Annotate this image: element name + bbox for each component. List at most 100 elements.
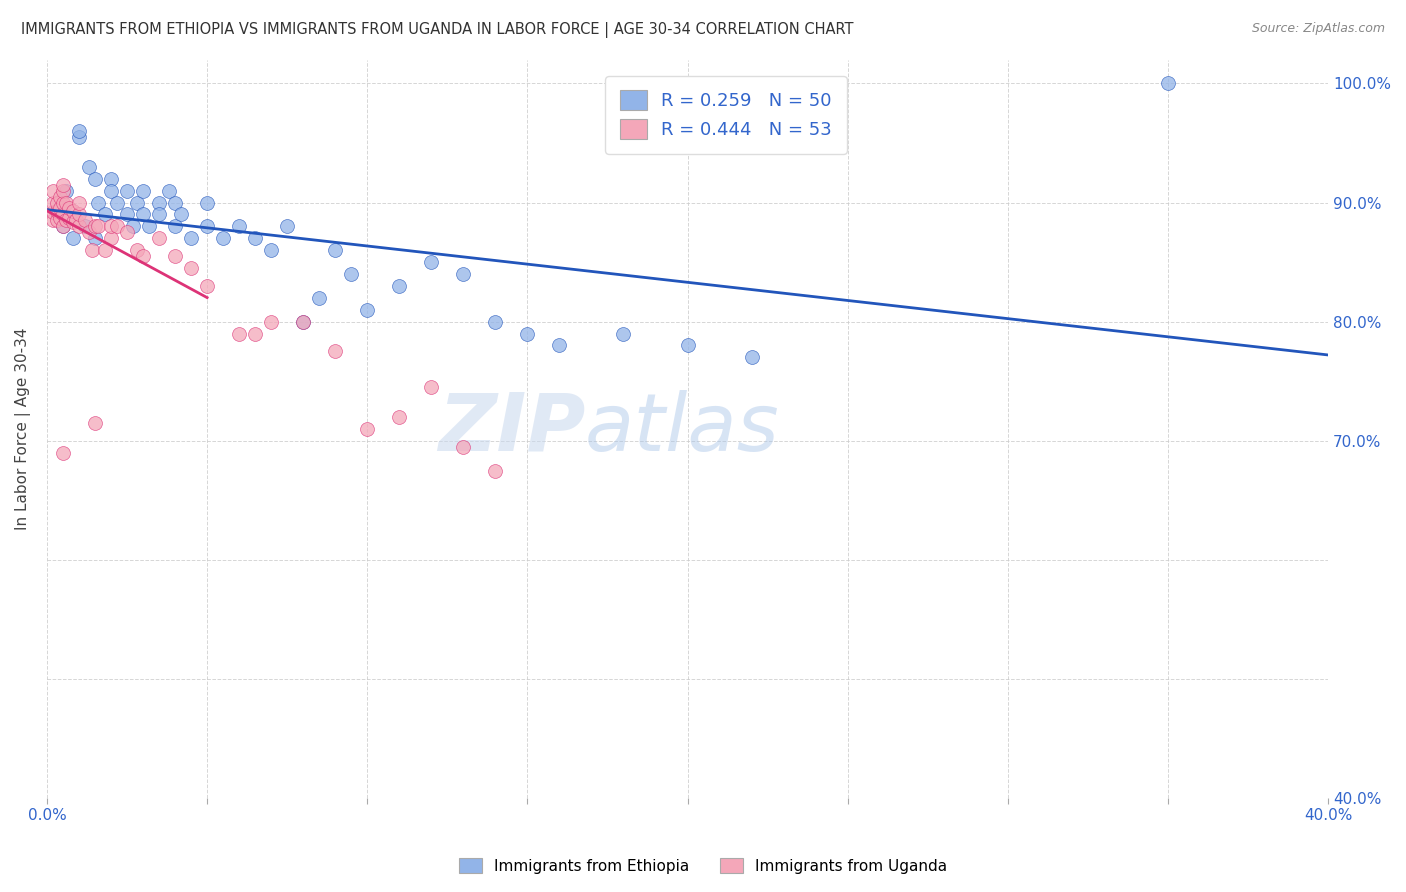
Point — [260, 315, 283, 329]
Point — [612, 326, 634, 341]
Point — [84, 171, 107, 186]
Point — [741, 351, 763, 365]
Point — [52, 219, 75, 234]
Point — [42, 195, 65, 210]
Point — [42, 213, 65, 227]
Point — [323, 344, 346, 359]
Point — [356, 302, 378, 317]
Point — [49, 189, 72, 203]
Point — [165, 249, 187, 263]
Point — [148, 231, 170, 245]
Point — [75, 213, 97, 227]
Point — [62, 203, 84, 218]
Point — [165, 219, 187, 234]
Point — [676, 338, 699, 352]
Point — [77, 160, 100, 174]
Point — [65, 213, 87, 227]
Point — [180, 260, 202, 275]
Point — [84, 231, 107, 245]
Point — [180, 231, 202, 245]
Point — [42, 205, 65, 219]
Point — [62, 231, 84, 245]
Point — [77, 225, 100, 239]
Point — [45, 203, 67, 218]
Point — [125, 195, 148, 210]
Point — [138, 219, 160, 234]
Point — [55, 184, 77, 198]
Point — [67, 130, 90, 145]
Point — [260, 243, 283, 257]
Point — [52, 178, 75, 192]
Point — [55, 195, 77, 210]
Point — [122, 219, 145, 234]
Point — [195, 219, 218, 234]
Point — [195, 195, 218, 210]
Point — [84, 416, 107, 430]
Point — [115, 225, 138, 239]
Point — [42, 184, 65, 198]
Point — [228, 326, 250, 341]
Point — [132, 249, 155, 263]
Point — [107, 219, 129, 234]
Point — [87, 195, 110, 210]
Point — [58, 211, 80, 225]
Text: Source: ZipAtlas.com: Source: ZipAtlas.com — [1251, 22, 1385, 36]
Point — [292, 315, 315, 329]
Legend: R = 0.259   N = 50, R = 0.444   N = 53: R = 0.259 N = 50, R = 0.444 N = 53 — [606, 76, 846, 153]
Point — [388, 279, 411, 293]
Point — [308, 291, 330, 305]
Point — [80, 243, 103, 257]
Point — [125, 243, 148, 257]
Point — [67, 195, 90, 210]
Point — [276, 219, 298, 234]
Point — [115, 184, 138, 198]
Legend: Immigrants from Ethiopia, Immigrants from Uganda: Immigrants from Ethiopia, Immigrants fro… — [453, 852, 953, 880]
Point — [67, 219, 90, 234]
Point — [323, 243, 346, 257]
Point — [548, 338, 571, 352]
Point — [67, 124, 90, 138]
Point — [87, 219, 110, 234]
Point — [93, 243, 115, 257]
Point — [75, 219, 97, 234]
Point — [388, 409, 411, 424]
Point — [170, 207, 193, 221]
Point — [356, 422, 378, 436]
Point — [100, 171, 122, 186]
Point — [52, 207, 75, 221]
Point — [484, 463, 506, 477]
Point — [453, 440, 475, 454]
Point — [148, 195, 170, 210]
Point — [157, 184, 180, 198]
Text: IMMIGRANTS FROM ETHIOPIA VS IMMIGRANTS FROM UGANDA IN LABOR FORCE | AGE 30-34 CO: IMMIGRANTS FROM ETHIOPIA VS IMMIGRANTS F… — [21, 22, 853, 38]
Point — [228, 219, 250, 234]
Point — [132, 207, 155, 221]
Point — [132, 184, 155, 198]
Point — [212, 231, 235, 245]
Point — [100, 219, 122, 234]
Point — [453, 267, 475, 281]
Y-axis label: In Labor Force | Age 30-34: In Labor Force | Age 30-34 — [15, 327, 31, 530]
Point — [420, 255, 443, 269]
Point — [100, 231, 122, 245]
Point — [52, 184, 75, 198]
Point — [84, 219, 107, 234]
Point — [49, 202, 72, 216]
Point — [62, 214, 84, 228]
Point — [148, 207, 170, 221]
Point — [420, 380, 443, 394]
Point — [67, 207, 90, 221]
Point — [1157, 77, 1180, 91]
Point — [100, 184, 122, 198]
Point — [49, 211, 72, 225]
Point — [45, 195, 67, 210]
Point — [195, 279, 218, 293]
Point — [484, 315, 506, 329]
Text: ZIP: ZIP — [437, 390, 585, 467]
Point — [55, 213, 77, 227]
Point — [52, 219, 75, 234]
Point — [52, 195, 75, 210]
Point — [52, 445, 75, 459]
Point — [516, 326, 538, 341]
Text: atlas: atlas — [585, 390, 780, 467]
